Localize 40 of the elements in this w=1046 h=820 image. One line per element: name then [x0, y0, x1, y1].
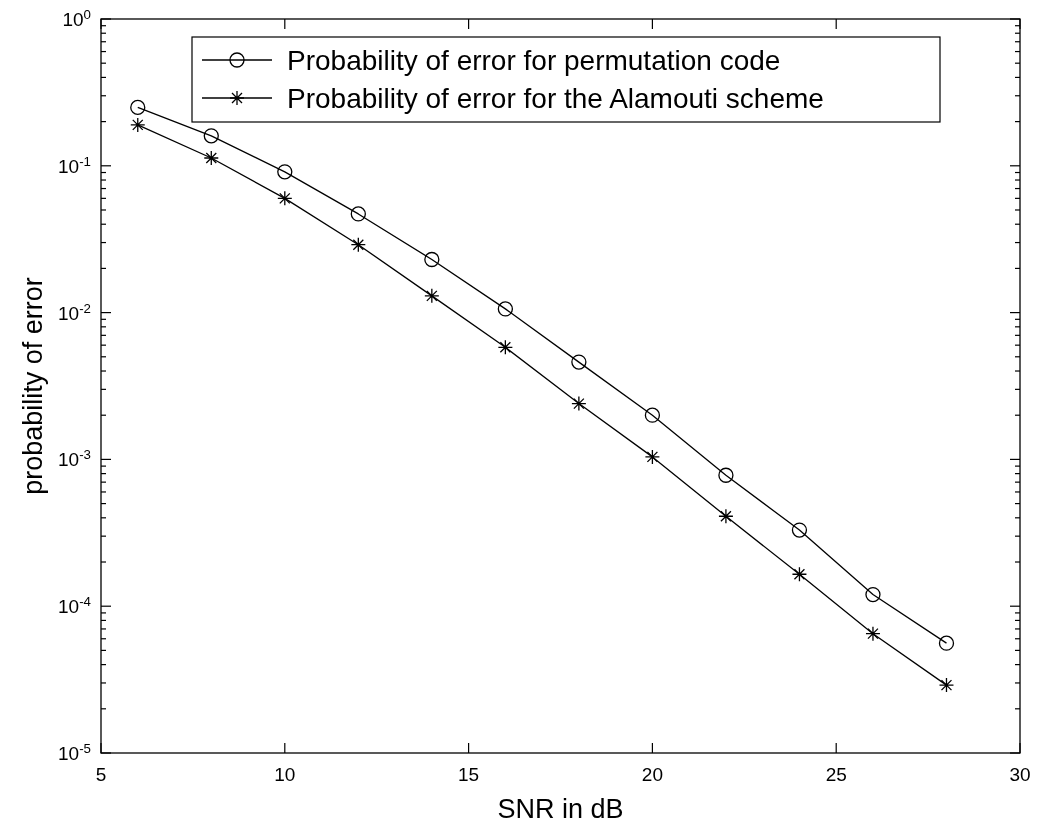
- point: [938, 677, 955, 693]
- point: [424, 288, 440, 304]
- point: [203, 128, 219, 144]
- point: [571, 395, 587, 412]
- y-tick-label: 10$^{-5}$: [58, 740, 91, 764]
- y-axis-title: probability of error: [18, 277, 48, 495]
- point: [571, 354, 587, 370]
- point: [718, 508, 734, 524]
- x-tick-label: 25: [825, 764, 847, 785]
- y-tick-label: 10$^{-3}$: [58, 446, 91, 471]
- x-tick-label: 5: [95, 764, 107, 785]
- point: [277, 190, 293, 207]
- point: [130, 117, 146, 133]
- y-tick-label: 10$^{0}$: [62, 6, 91, 30]
- point: [203, 150, 219, 166]
- point: [791, 566, 808, 582]
- point: [644, 407, 661, 423]
- point: [938, 635, 955, 651]
- y-tick-label: 10$^{-4}$: [58, 593, 91, 618]
- point: [424, 251, 440, 268]
- x-tick-label: 10: [274, 764, 296, 785]
- point: [865, 626, 881, 642]
- point: [865, 586, 881, 603]
- x-tick-label: 30: [1009, 764, 1031, 785]
- point: [644, 449, 661, 465]
- x-axis-title: SNR in dB: [497, 794, 624, 820]
- point: [350, 206, 366, 222]
- x-tick-label: 20: [641, 764, 663, 785]
- point: [718, 467, 734, 483]
- y-tick-label: 10$^{-2}$: [58, 300, 91, 324]
- y-tick-label: 10$^{-1}$: [58, 153, 91, 177]
- point: [350, 237, 366, 253]
- x-tick-label: 15: [458, 764, 480, 785]
- legend-label: Probability of error for permutation code: [287, 45, 781, 76]
- point: [277, 164, 293, 180]
- point: [497, 339, 514, 355]
- legend-label: Probability of error for the Alamouti scheme: [287, 83, 824, 114]
- point: [791, 522, 808, 538]
- point: [130, 99, 146, 116]
- point: [497, 301, 514, 317]
